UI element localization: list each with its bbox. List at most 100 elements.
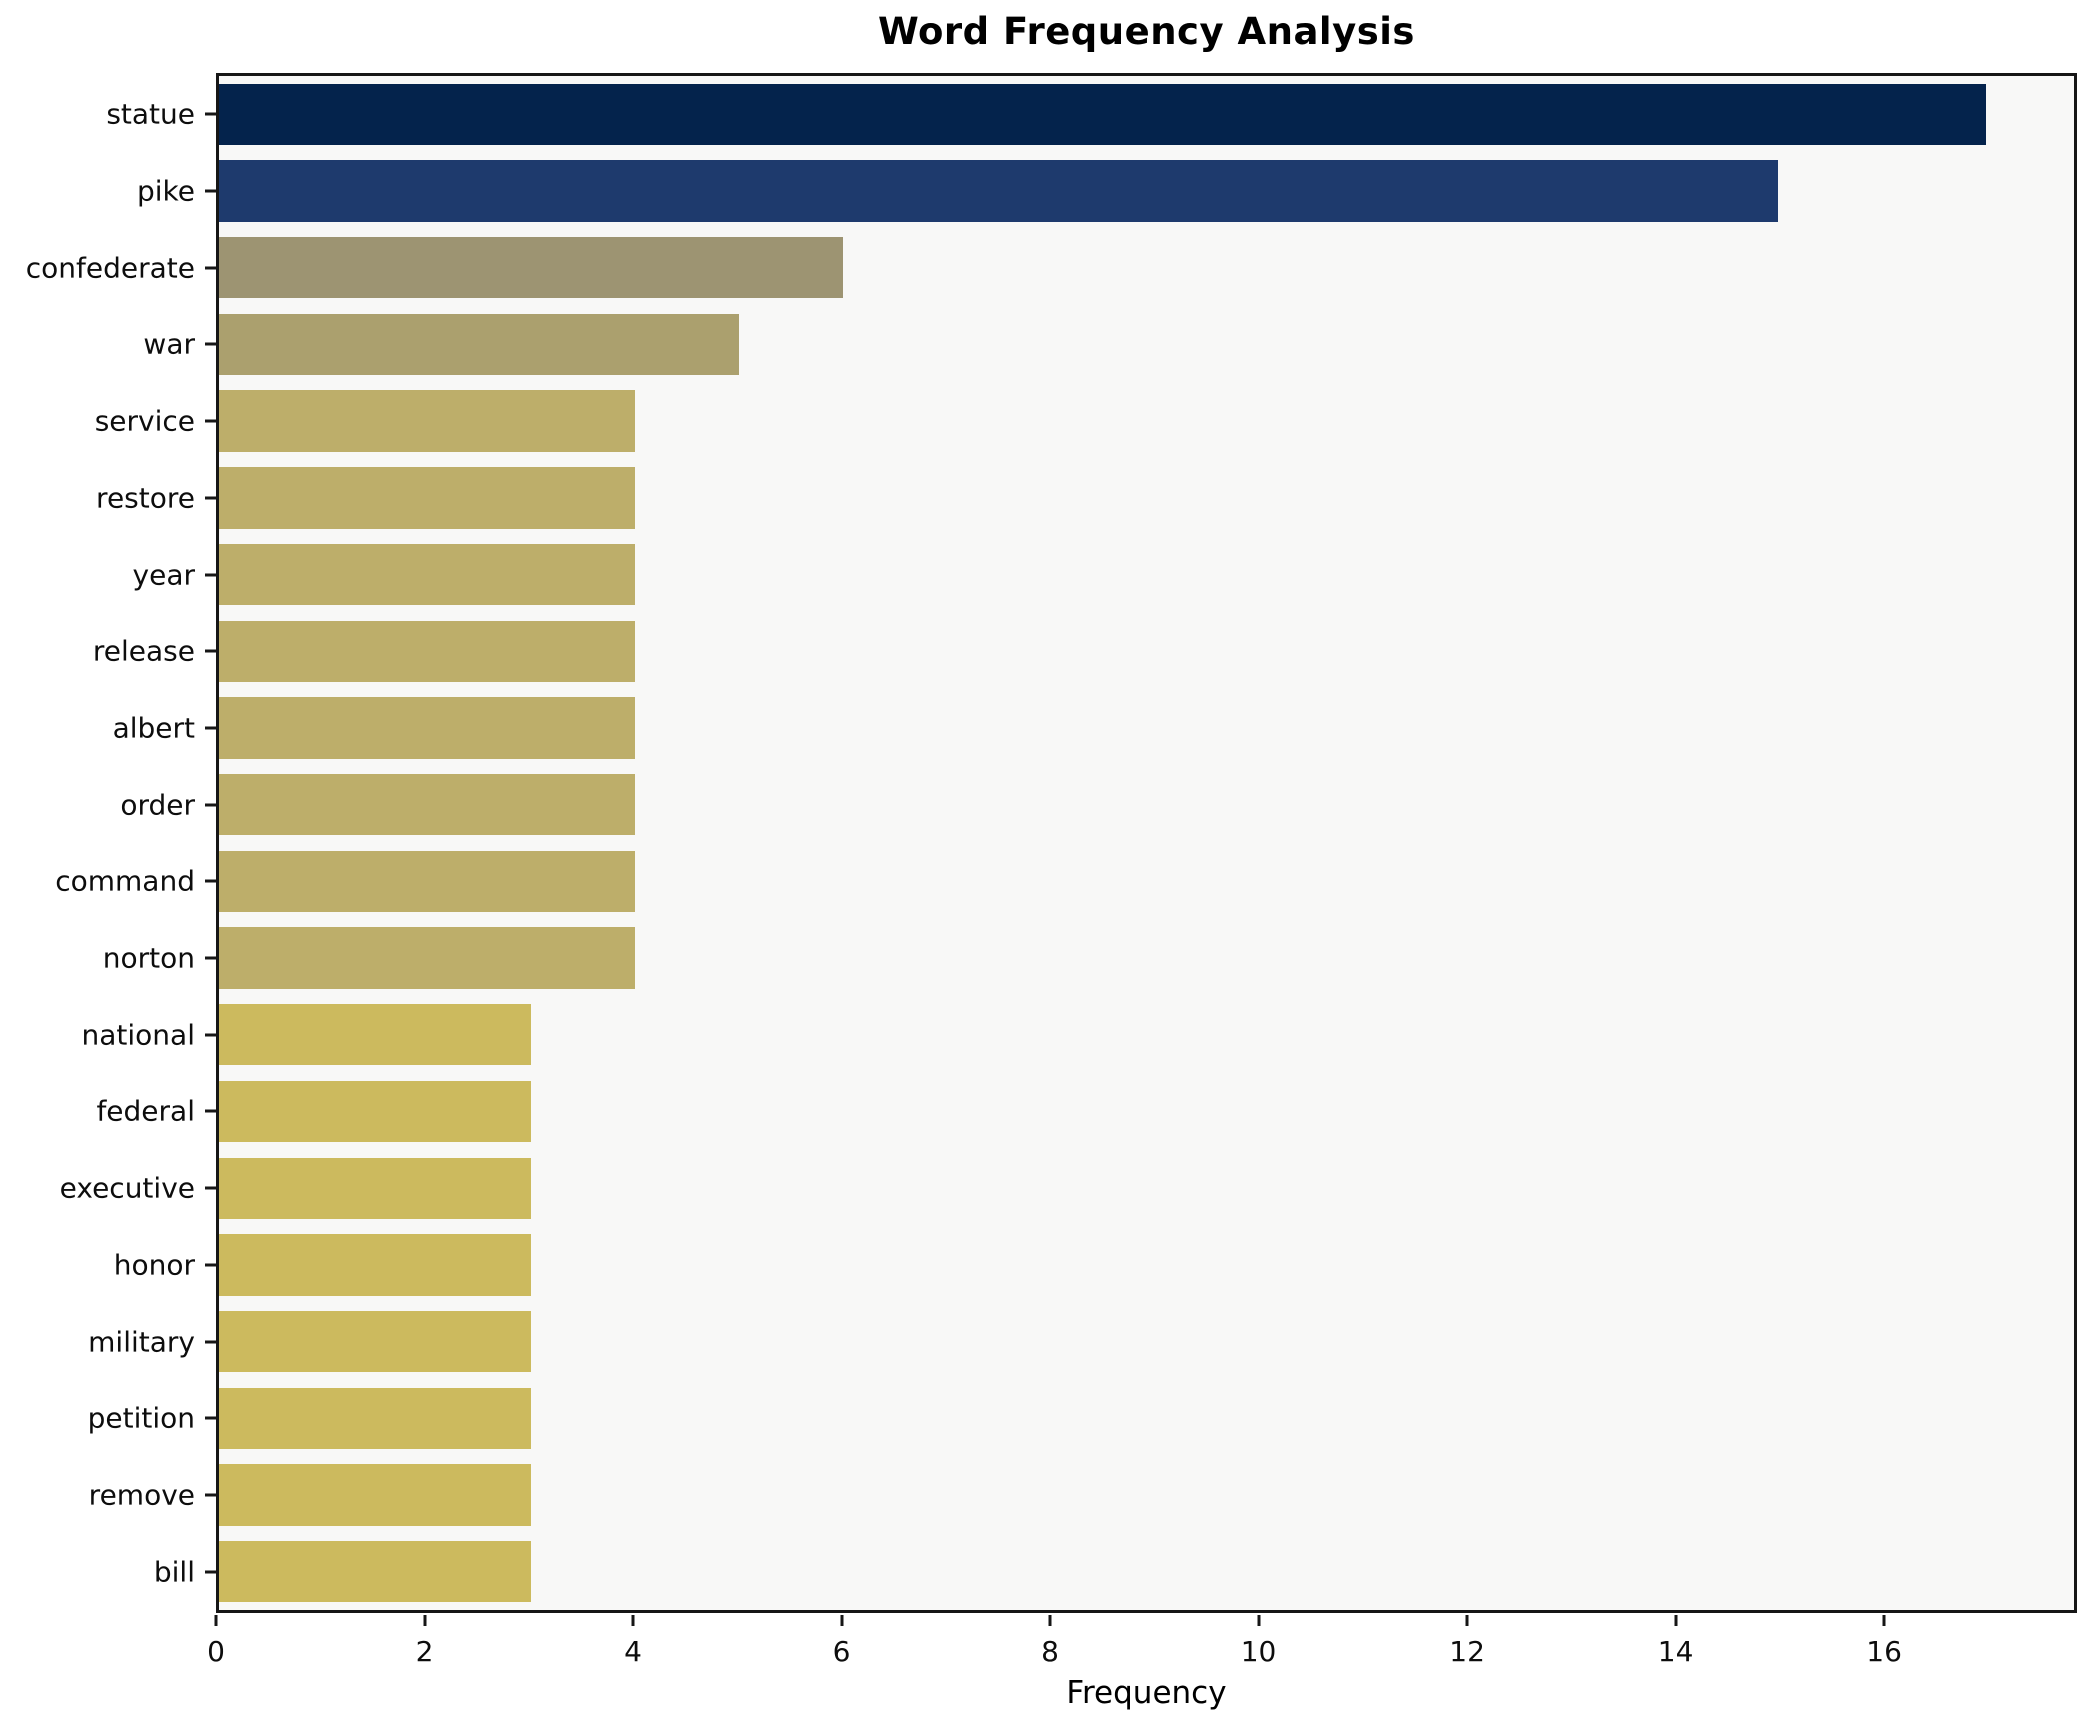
chart-title: Word Frequency Analysis [878,10,1415,53]
y-tick-label-order: order [120,788,195,822]
y-tick-mark [205,1109,216,1113]
y-tick-mark [205,1416,216,1420]
y-tick-mark [205,419,216,423]
bar-order [219,774,635,836]
y-tick-label-restore: restore [96,481,195,515]
x-tick-label-10: 10 [1240,1635,1277,1668]
x-tick-mark [214,1615,218,1626]
bar-row-pike: pike [137,153,2074,230]
x-tick-label-16: 16 [1866,1635,1902,1668]
y-tick-label-executive: executive [59,1171,195,1205]
bar-row-release: release [93,613,2074,690]
y-tick-mark [205,189,216,193]
x-axis: 0 2 4 6 8 10 12 14 16 Frequency [207,1613,2077,1722]
y-tick-mark [205,1340,216,1344]
y-tick-label-pike: pike [137,174,195,208]
x-tick-label-2: 2 [415,1635,434,1668]
bar-row-petition: petition [88,1380,2074,1457]
x-tick-label-4: 4 [624,1635,642,1668]
bar-row-executive: executive [60,1150,2074,1227]
bar-service [219,390,635,452]
bar-row-restore: restore [96,460,2074,537]
y-tick-label-albert: albert [112,711,195,745]
bar-war [219,313,739,376]
bar-military [219,1310,531,1373]
x-tick-mark [840,1615,844,1626]
y-tick-label-command: command [55,864,195,898]
bar-honor [219,1234,531,1296]
y-tick-label-service: service [94,404,195,438]
bar-row-norton: norton [103,920,2074,997]
y-tick-mark [205,1570,216,1574]
bar-petition [219,1387,531,1449]
bar-release [219,620,635,682]
bar-year [219,543,635,606]
bar-command [219,850,635,913]
y-tick-mark [205,112,216,116]
y-tick-mark [205,496,216,500]
bar-row-command: command [55,843,2074,920]
x-tick-mark [1882,1615,1886,1626]
y-tick-label-release: release [92,634,195,668]
bar-row-year: year [133,536,2074,613]
y-tick-label-honor: honor [113,1248,195,1282]
x-axis-label: Frequency [1066,1675,1227,1711]
x-tick-label-6: 6 [832,1635,851,1668]
bar-federal [219,1080,531,1143]
bar-bill [219,1541,531,1603]
bar-rows: statue pike confederate war service restore ye… [26,76,2074,1610]
y-tick-mark [205,649,216,653]
y-tick-label-confederate: confederate [25,251,195,285]
bar-row-honor: honor [114,1227,2074,1304]
x-tick-mark [1257,1615,1261,1626]
x-tick-mark [1048,1615,1052,1626]
y-tick-mark [205,726,216,730]
y-tick-mark [205,956,216,960]
bar-national [219,1004,531,1066]
bar-row-statue: statue [106,76,2074,153]
y-tick-label-petition: petition [87,1401,195,1435]
bar-norton [219,927,635,989]
x-tick-mark [1465,1615,1469,1626]
y-tick-mark [205,266,216,270]
bar-confederate [219,237,843,299]
y-tick-mark [205,573,216,577]
x-tick-label-12: 12 [1449,1635,1485,1668]
x-tick-mark [631,1615,635,1626]
y-tick-label-national: national [81,1018,195,1052]
bar-row-albert: albert [113,690,2074,767]
x-tick-label-0: 0 [207,1635,225,1668]
y-tick-label-remove: remove [88,1478,195,1512]
y-tick-mark [205,1033,216,1037]
bar-albert [219,697,635,759]
x-tick-label-14: 14 [1657,1635,1694,1668]
y-tick-mark [205,1263,216,1267]
x-tick-label-8: 8 [1041,1635,1059,1668]
bar-row-bill: bill [154,1533,2074,1610]
bar-row-order: order [120,766,2074,843]
y-tick-mark [205,1493,216,1497]
x-tick-mark [423,1615,426,1626]
x-tick-mark [1674,1615,1678,1626]
bar-restore [219,467,635,529]
bar-pike [219,160,1778,222]
bar-executive [219,1157,531,1219]
bar-row-military: military [88,1303,2074,1380]
y-tick-label-year: year [132,558,195,592]
bar-remove [219,1464,531,1526]
y-tick-mark [205,342,216,346]
y-tick-mark [205,1186,216,1190]
bar-row-war: war [143,306,2074,383]
y-tick-label-military: military [88,1325,195,1359]
y-tick-label-federal: federal [96,1094,195,1128]
bar-row-national: national [82,996,2074,1073]
y-tick-label-war: war [143,327,195,361]
y-tick-label-norton: norton [102,941,195,975]
y-tick-label-statue: statue [106,97,195,131]
bar-row-remove: remove [89,1457,2074,1534]
y-tick-mark [205,879,216,883]
plot-area: statue pike confederate war service restore ye… [26,73,2077,1613]
bar-row-service: service [95,383,2074,460]
y-tick-mark [205,803,216,807]
